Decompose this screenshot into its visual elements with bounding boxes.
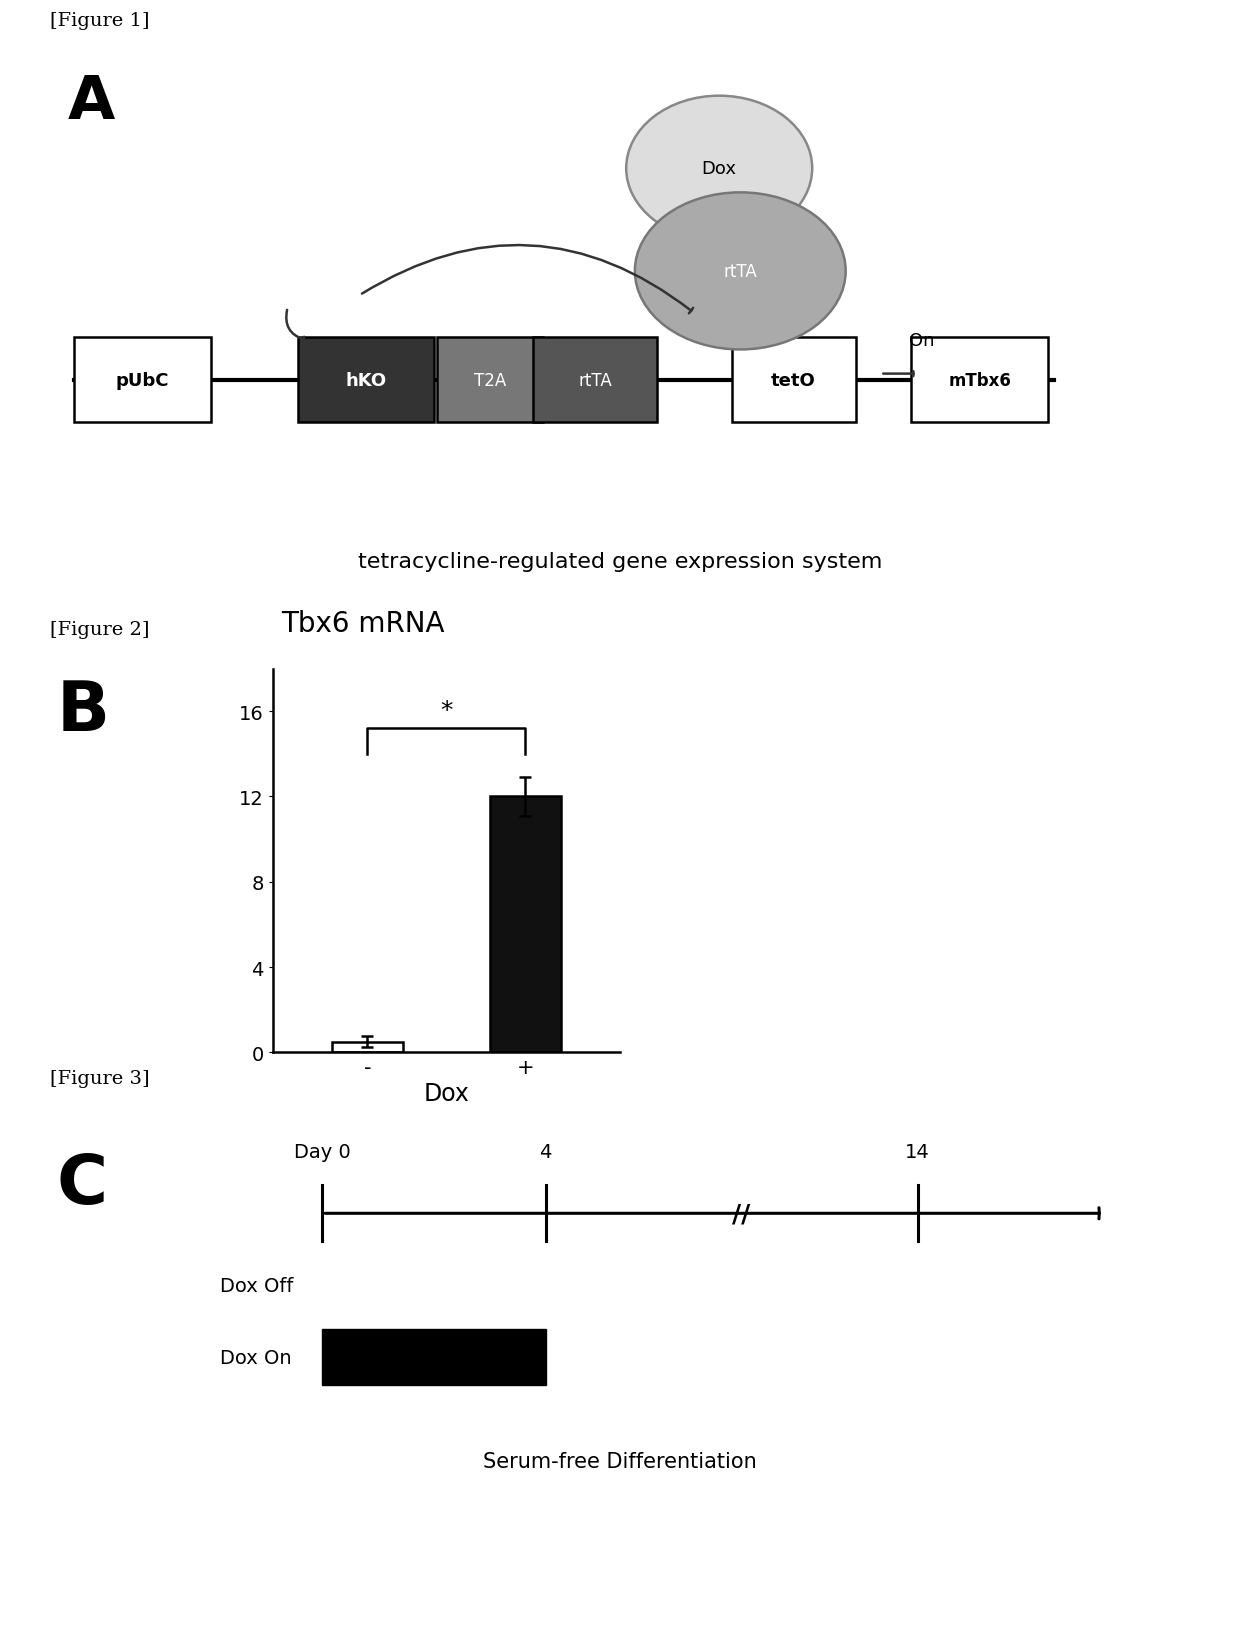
Bar [332, 1041, 403, 1053]
Text: hKO: hKO [345, 372, 387, 390]
Ellipse shape [626, 96, 812, 242]
Text: Dox On: Dox On [221, 1348, 291, 1368]
Text: Dox Off: Dox Off [221, 1276, 294, 1296]
FancyBboxPatch shape [732, 338, 856, 423]
Bar [322, 1330, 546, 1386]
Text: [Figure 2]: [Figure 2] [50, 620, 149, 640]
Text: rtTA: rtTA [723, 263, 758, 281]
FancyBboxPatch shape [298, 338, 434, 423]
Text: 4: 4 [539, 1142, 552, 1162]
Text: On: On [909, 333, 935, 351]
Text: tetracycline-regulated gene expression system: tetracycline-regulated gene expression s… [358, 552, 882, 571]
Text: pUbC: pUbC [115, 372, 170, 390]
Text: Serum-free Differentiation: Serum-free Differentiation [484, 1451, 756, 1472]
FancyBboxPatch shape [911, 338, 1048, 423]
Text: Tbx6 mRNA: Tbx6 mRNA [280, 609, 444, 636]
Text: tetO: tetO [771, 372, 816, 390]
Text: T2A: T2A [474, 372, 506, 390]
Ellipse shape [635, 193, 846, 351]
FancyBboxPatch shape [74, 338, 211, 423]
Text: 14: 14 [905, 1142, 930, 1162]
Text: [Figure 1]: [Figure 1] [50, 11, 149, 29]
Text: rtTA: rtTA [578, 372, 613, 390]
X-axis label: Dox: Dox [424, 1082, 469, 1105]
FancyBboxPatch shape [533, 338, 657, 423]
Text: mTbx6: mTbx6 [949, 372, 1011, 390]
Text: *: * [440, 698, 453, 723]
Text: Dox: Dox [702, 160, 737, 178]
Bar [490, 796, 560, 1053]
Text: B: B [57, 677, 109, 744]
Text: //: // [732, 1201, 750, 1226]
FancyBboxPatch shape [438, 338, 543, 423]
Text: A: A [68, 72, 115, 132]
Text: [Figure 3]: [Figure 3] [50, 1069, 149, 1089]
Text: Day 0: Day 0 [294, 1142, 351, 1162]
Text: C: C [57, 1151, 108, 1217]
